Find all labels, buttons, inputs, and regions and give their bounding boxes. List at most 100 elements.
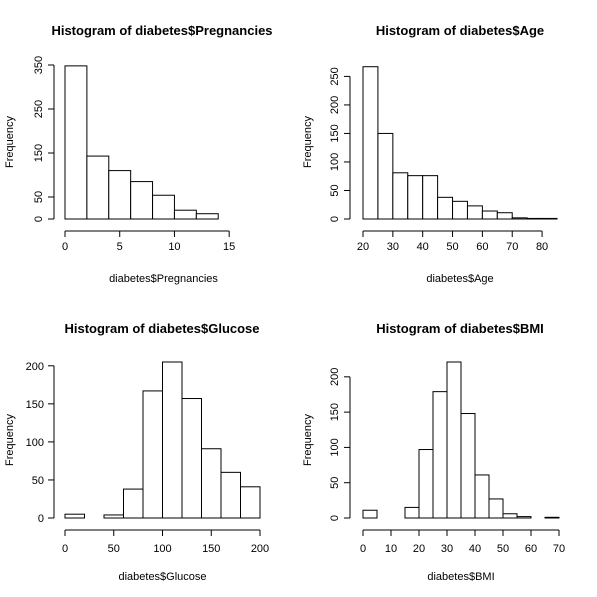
histogram-bar xyxy=(108,170,132,220)
histogram-bar xyxy=(103,514,124,519)
histogram-bar xyxy=(130,181,154,220)
x-tick-label: 60 xyxy=(476,241,488,253)
x-tick-label: 60 xyxy=(525,543,537,555)
histogram-panel: Histogram of diabetes$Age 20 30 40 50 60 70 80 d… xyxy=(302,23,558,285)
y-axis-label: Frequency xyxy=(4,414,16,466)
histogram-bar xyxy=(418,449,434,519)
x-tick-label: 30 xyxy=(387,241,399,253)
x-tick-label: 50 xyxy=(108,543,120,555)
histogram-panel: Histogram of diabetes$Pregnancies 0 5 10 15 d… xyxy=(4,23,273,285)
y-axis-label: Frequency xyxy=(4,116,16,168)
histogram-bar xyxy=(516,516,532,519)
histogram-bar xyxy=(220,471,241,519)
y-tick-label: 0 xyxy=(329,216,341,222)
y-tick-label: 150 xyxy=(33,144,45,162)
histogram-bar xyxy=(446,361,462,519)
histogram-bar xyxy=(142,390,163,519)
x-tick-label: 150 xyxy=(202,543,220,555)
histogram-bar xyxy=(544,516,560,519)
histogram-bar xyxy=(502,513,518,519)
histogram-bar xyxy=(152,194,175,220)
y-tick-label: 150 xyxy=(26,399,44,411)
x-tick-label: 15 xyxy=(223,241,235,253)
x-tick-label: 0 xyxy=(62,543,68,555)
histogram-bar xyxy=(64,65,88,220)
histogram-bar xyxy=(362,66,379,220)
x-tick-label: 80 xyxy=(536,241,548,253)
histogram-bar xyxy=(452,200,468,220)
x-tick-label: 40 xyxy=(469,543,481,555)
histogram-bar xyxy=(488,498,504,519)
chart-title: Histogram of diabetes$Age xyxy=(376,23,544,38)
y-tick-label: 200 xyxy=(329,96,341,114)
histogram-bar xyxy=(123,488,144,519)
histogram-bar xyxy=(86,155,110,220)
histogram-panel: Histogram of diabetes$BMI 0 10 20 30 40 50 60 70… xyxy=(302,321,565,583)
histogram-bar xyxy=(362,509,378,519)
x-tick-label: 20 xyxy=(413,543,425,555)
x-tick-label: 30 xyxy=(441,543,453,555)
histogram-bar xyxy=(432,391,448,519)
x-tick-label: 20 xyxy=(357,241,369,253)
x-tick-label: 200 xyxy=(251,543,269,555)
y-tick-label: 150 xyxy=(329,124,341,142)
histogram-bar xyxy=(201,448,222,519)
histogram-bar xyxy=(460,413,476,519)
histogram-bar xyxy=(407,175,424,220)
histogram-bar xyxy=(496,212,513,220)
y-axis-label: Frequency xyxy=(302,414,314,466)
histogram-bar xyxy=(240,486,261,519)
x-tick-label: 100 xyxy=(153,543,171,555)
chart-title: Histogram of diabetes$BMI xyxy=(376,321,544,336)
x-tick-label: 5 xyxy=(117,241,123,253)
y-tick-label: 200 xyxy=(26,361,44,373)
x-tick-label: 10 xyxy=(385,543,397,555)
histogram-bar xyxy=(422,175,439,220)
histogram-bar xyxy=(404,506,420,519)
x-axis-label: diabetes$BMI xyxy=(427,571,494,583)
x-tick-label: 40 xyxy=(417,241,429,253)
histogram-bar xyxy=(437,196,454,220)
histogram-bar xyxy=(162,361,183,519)
histogram-bar xyxy=(181,398,202,519)
y-tick-label: 200 xyxy=(329,368,341,386)
y-tick-label: 50 xyxy=(32,475,44,487)
x-tick-label: 0 xyxy=(62,241,68,253)
y-tick-label: 50 xyxy=(33,191,45,203)
histogram-bar xyxy=(64,513,85,519)
y-tick-label: 100 xyxy=(26,437,44,449)
x-axis-label: diabetes$Age xyxy=(426,273,493,285)
histogram-bar xyxy=(466,205,483,220)
histogram-bar xyxy=(173,209,197,220)
y-axis-label: Frequency xyxy=(302,116,314,168)
x-axis-label: diabetes$Pregnancies xyxy=(109,273,218,285)
histogram-bar xyxy=(377,132,394,220)
y-tick-label: 0 xyxy=(38,513,44,525)
x-axis-label: diabetes$Glucose xyxy=(118,571,206,583)
y-tick-label: 0 xyxy=(33,216,45,222)
histogram-bar xyxy=(481,210,498,220)
chart-title: Histogram of diabetes$Glucose xyxy=(64,321,259,336)
y-tick-label: 100 xyxy=(329,153,341,171)
chart-title: Histogram of diabetes$Pregnancies xyxy=(51,23,272,38)
histogram-bar xyxy=(474,474,490,519)
y-tick-label: 0 xyxy=(329,515,341,521)
y-tick-label: 250 xyxy=(33,100,45,118)
histogram-bar xyxy=(195,213,219,220)
histogram-bar xyxy=(526,217,543,220)
histogram-bar xyxy=(511,217,528,220)
y-tick-label: 50 xyxy=(329,184,341,196)
histogram-bar xyxy=(541,217,558,220)
x-tick-label: 0 xyxy=(360,543,366,555)
x-tick-label: 70 xyxy=(553,543,565,555)
histogram-panel: Histogram of diabetes$Glucose 0 50 100 150 20… xyxy=(4,321,269,583)
y-tick-label: 100 xyxy=(329,438,341,456)
x-tick-label: 70 xyxy=(506,241,518,253)
y-tick-label: 150 xyxy=(329,403,341,421)
x-tick-label: 50 xyxy=(497,543,509,555)
y-tick-label: 50 xyxy=(329,477,341,489)
x-tick-label: 50 xyxy=(446,241,458,253)
x-tick-label: 10 xyxy=(168,241,180,253)
y-tick-label: 350 xyxy=(33,56,45,74)
